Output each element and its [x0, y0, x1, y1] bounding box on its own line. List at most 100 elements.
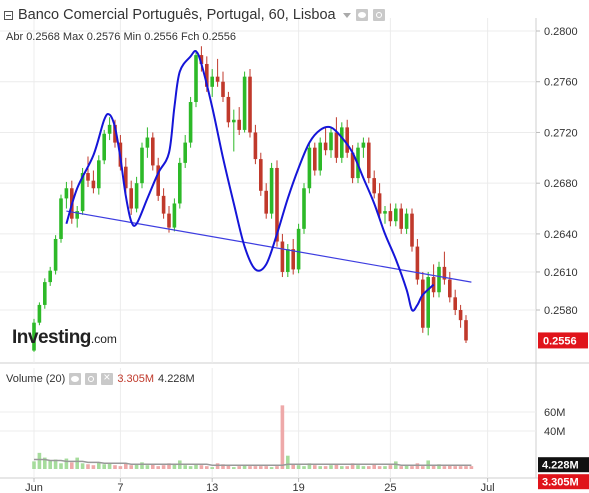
candles-group	[32, 46, 468, 352]
candle-body	[242, 76, 247, 130]
candle-body	[53, 238, 58, 271]
volume-bar	[453, 466, 457, 469]
chart-header: Banco Comercial Português, Portugal, 60,…	[4, 6, 385, 24]
volume-bar	[183, 465, 187, 469]
price-tick-label: 0.2580	[544, 305, 578, 317]
volume-bar	[48, 460, 52, 469]
price-tick-label: 0.2800	[544, 26, 578, 38]
candle-body	[377, 193, 382, 214]
eye-icon[interactable]	[355, 9, 368, 21]
open-value: 0.2568	[26, 31, 60, 43]
volume-bar	[161, 465, 166, 469]
candle-body	[394, 208, 398, 222]
candle-body	[345, 127, 349, 153]
price-tick-label: 0.2640	[544, 229, 578, 241]
volume-bar	[86, 464, 90, 469]
time-tick-label: Jul	[481, 482, 495, 493]
volume-bar	[167, 463, 171, 469]
candle-body	[145, 137, 150, 148]
volume-bar	[275, 466, 279, 469]
volume-bar	[237, 466, 241, 469]
volume-bar	[75, 457, 79, 469]
candle-body	[221, 81, 225, 97]
candle-body	[194, 55, 198, 103]
volume-bar	[259, 466, 263, 469]
volume-bar	[107, 463, 112, 469]
candle-body	[296, 228, 301, 270]
volume-bar	[286, 455, 290, 469]
candle-body	[161, 195, 166, 214]
volume-bar	[464, 466, 468, 469]
chevron-down-icon[interactable]	[342, 12, 351, 18]
ohlc-readout: Abr 0.2568 Max 0.2576 Min 0.2556 Fch 0.2…	[6, 31, 236, 43]
candle-body	[415, 246, 420, 280]
candle-body	[43, 282, 47, 305]
volume-header: Volume (20) 3.305M 4.228M	[6, 370, 195, 385]
volume-tag-label: 3.305M	[542, 477, 579, 489]
overlay-curve	[65, 50, 435, 312]
high-label: Max	[62, 31, 84, 43]
trend-line	[66, 210, 472, 283]
volume-tick-label: 60M	[544, 407, 565, 419]
volume-ma-value: 4.228M	[158, 373, 195, 385]
volume-bar	[188, 466, 193, 469]
volume-bar	[361, 466, 366, 469]
candle-body	[80, 173, 85, 212]
volume-bar	[350, 463, 355, 469]
volume-value: 3.305M	[117, 373, 155, 385]
price-tick-label: 0.2610	[544, 267, 578, 279]
volume-bar	[194, 464, 198, 469]
eye-icon[interactable]	[69, 373, 82, 385]
volume-bar	[124, 463, 128, 469]
volume-bar	[134, 464, 139, 469]
volume-ma-tag	[538, 457, 589, 473]
candle-body	[59, 198, 63, 239]
gear-icon[interactable]	[85, 373, 98, 385]
candle-body	[107, 124, 112, 134]
volume-bar	[91, 465, 96, 469]
volume-bar	[448, 465, 452, 469]
candle-body	[129, 188, 133, 209]
candle-body	[334, 132, 339, 158]
volume-bar	[383, 466, 387, 469]
candle-body	[124, 166, 128, 189]
volume-tag	[538, 474, 589, 490]
candle-body	[248, 76, 252, 133]
volume-bar	[421, 466, 425, 469]
candle-body	[448, 279, 452, 298]
volume-bar	[242, 465, 247, 469]
candle-body	[48, 270, 52, 283]
candle-body	[259, 159, 263, 191]
volume-bar	[269, 467, 274, 469]
price-tick-label: 0.2720	[544, 127, 578, 139]
candle-body	[361, 142, 366, 148]
candle-body	[91, 180, 96, 189]
collapse-icon[interactable]	[4, 10, 13, 20]
candle-body	[329, 132, 333, 151]
candle-body	[86, 173, 90, 181]
candle-body	[264, 190, 268, 214]
close-label: Fch	[180, 31, 200, 43]
volume-bar	[140, 462, 144, 469]
candle-body	[367, 142, 371, 179]
volume-bar	[145, 465, 150, 469]
close-icon[interactable]	[101, 370, 114, 385]
volume-bar	[70, 462, 74, 469]
candle-body	[286, 249, 290, 272]
price-tick-label: 0.2760	[544, 77, 578, 89]
candle-body	[97, 160, 101, 189]
volume-bar	[248, 466, 252, 469]
candle-body	[183, 142, 187, 163]
candle-body	[210, 76, 214, 87]
candle-body	[453, 297, 457, 310]
volume-bar	[334, 464, 339, 469]
candle-body	[464, 320, 468, 341]
volume-bar	[404, 465, 409, 469]
candle-body	[113, 124, 117, 143]
volume-bar	[151, 464, 155, 469]
volume-bar	[232, 467, 236, 469]
gear-icon[interactable]	[372, 9, 385, 21]
volume-bar	[356, 465, 360, 469]
